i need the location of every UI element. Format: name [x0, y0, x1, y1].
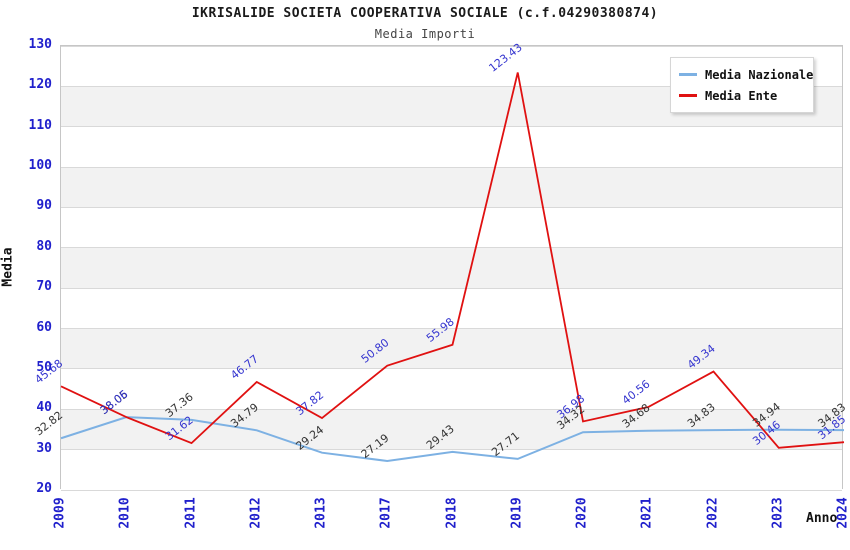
y-tick-label: 120: [28, 77, 52, 93]
chart-title: IKRISALIDE SOCIETA COOPERATIVA SOCIALE (…: [191, 6, 659, 21]
data-label: 50.80: [359, 336, 392, 366]
plot-band: [61, 126, 842, 168]
gridline: [61, 489, 842, 491]
y-tick-label: 30: [36, 440, 52, 456]
y-tick-label: 110: [28, 117, 52, 133]
x-tick-label: 2012: [248, 497, 264, 529]
y-tick-label: 130: [28, 37, 52, 52]
data-label: 38.06: [98, 388, 131, 418]
gridline: [61, 408, 842, 410]
x-tick-label: 2020: [574, 497, 590, 529]
x-axis-title: Anno: [806, 511, 838, 526]
x-tick-label: 2018: [444, 497, 459, 529]
data-label: 37.82: [293, 388, 326, 418]
plot-band: [61, 207, 842, 248]
data-label: 34.83: [685, 401, 718, 431]
y-tick-label: 20: [36, 481, 52, 496]
data-label: 49.34: [685, 342, 718, 372]
y-tick-label: 70: [36, 279, 52, 295]
gridline: [61, 247, 842, 249]
gridline: [61, 126, 842, 128]
legend-line-icon: [679, 73, 697, 76]
chart-line-media-nazionale: [60, 416, 845, 462]
x-tick-label: 2024: [835, 497, 850, 529]
plot-band: [61, 449, 842, 490]
plot-band: [61, 328, 842, 369]
x-tick-label: 2022: [705, 497, 720, 529]
y-axis-title: Media: [0, 247, 16, 287]
x-tick-label: 2017: [378, 497, 394, 529]
gridline: [61, 328, 842, 330]
gridline: [61, 45, 842, 47]
legend-label: Media Ente: [705, 88, 778, 103]
chart-legend: Media Nazionale Media Ente: [670, 57, 814, 113]
x-tick-label: 2013: [313, 497, 329, 529]
y-tick-label: 90: [36, 198, 52, 214]
y-tick-label: 40: [36, 400, 52, 416]
chart-line-media-ente: [60, 72, 845, 449]
legend-item-media-nazionale: Media Nazionale: [679, 64, 813, 85]
data-label: 46.77: [228, 352, 261, 382]
data-label: 123.43: [486, 41, 524, 75]
plot-band: [61, 288, 842, 329]
data-label: 27.19: [359, 431, 392, 461]
plot-band: [61, 368, 842, 410]
chart-subtitle: Media Importi: [374, 27, 476, 41]
legend-line-icon: [679, 94, 697, 97]
plot-band: [61, 167, 842, 208]
gridline: [61, 368, 842, 370]
legend-item-media-ente: Media Ente: [679, 85, 805, 106]
plot-band: [61, 247, 842, 289]
x-tick-label: 2010: [117, 497, 133, 529]
data-label: 40.56: [620, 377, 653, 407]
y-tick-label: 100: [28, 158, 52, 174]
gridline: [61, 85, 842, 87]
data-label: 37.36: [163, 390, 196, 420]
legend-label: Media Nazionale: [705, 67, 814, 82]
gridline: [61, 287, 842, 289]
data-label: 55.98: [424, 315, 457, 345]
x-tick-label: 2019: [509, 497, 525, 529]
gridline: [61, 449, 842, 451]
gridline: [61, 166, 842, 168]
data-label: 34.68: [620, 401, 653, 431]
gridline: [61, 206, 842, 208]
x-tick-label: 2009: [52, 497, 68, 529]
data-label: 29.43: [424, 422, 457, 452]
y-tick-label: 50: [36, 359, 52, 375]
y-tick-label: 60: [36, 319, 52, 335]
data-label: 27.71: [489, 429, 522, 459]
x-tick-label: 2023: [770, 497, 786, 529]
y-tick-label: 80: [36, 238, 52, 254]
x-tick-label: 2011: [183, 497, 198, 529]
chart-plot-area: 32.82 38.05 37.36 34.79 29.24 27.19 29.43 27.71…: [32, 41, 848, 491]
x-tick-label: 2021: [639, 497, 655, 529]
